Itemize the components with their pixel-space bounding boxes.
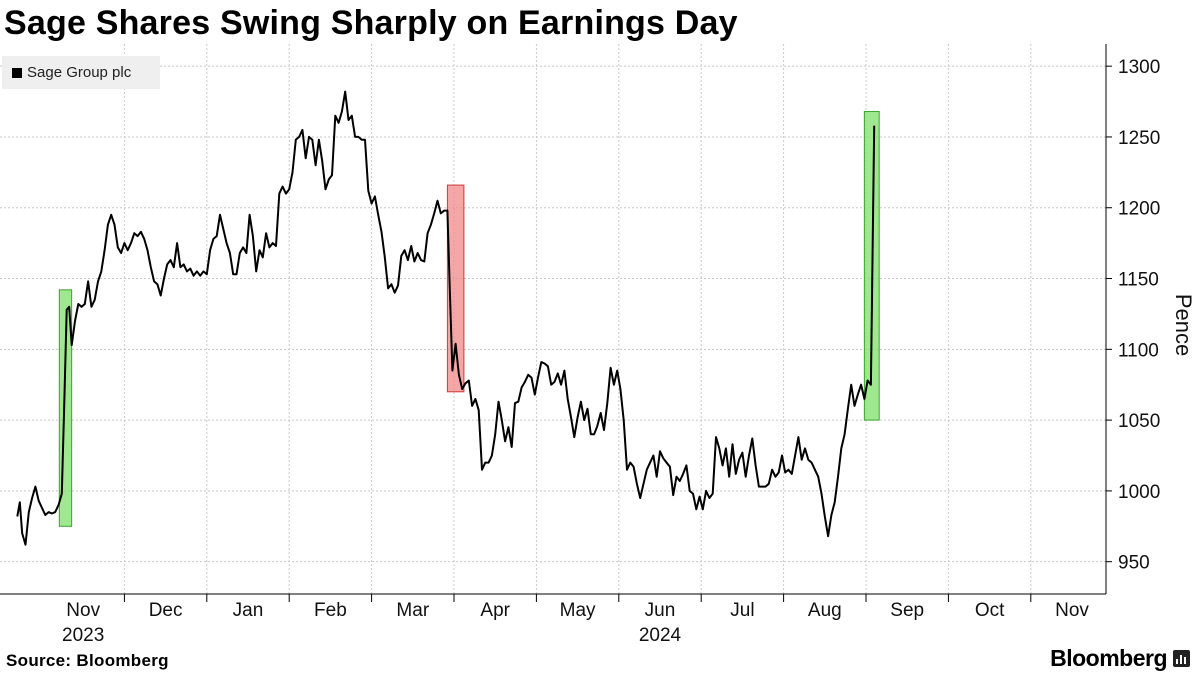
series-line xyxy=(16,90,876,546)
x-tick-label: Feb xyxy=(314,600,347,621)
x-tick-label: Aug xyxy=(808,600,842,621)
price-series xyxy=(16,90,876,546)
earnings-highlights xyxy=(58,110,880,527)
gridlines xyxy=(0,44,1106,594)
y-tick-label: 1100 xyxy=(1118,340,1159,361)
y-tick-label: 1150 xyxy=(1118,270,1159,291)
brand-logo: Bloomberg xyxy=(1050,645,1190,672)
x-year-label: 2024 xyxy=(639,625,682,646)
x-tick-label: Apr xyxy=(480,600,510,621)
legend-swatch xyxy=(12,67,22,78)
chart-title: Sage Shares Swing Sharply on Earnings Da… xyxy=(4,4,738,42)
y-tick-label: 1300 xyxy=(1118,57,1160,78)
bloomberg-terminal-icon xyxy=(1173,650,1190,667)
x-tick-label: Nov xyxy=(66,600,100,621)
x-tick-label: Jan xyxy=(233,600,264,621)
y-tick-label: 1000 xyxy=(1118,482,1160,503)
source-note: Source: Bloomberg xyxy=(6,651,169,670)
y-tick-label: 1050 xyxy=(1118,411,1160,432)
x-year-label: 2023 xyxy=(62,625,104,646)
y-tick-label: 1250 xyxy=(1118,128,1160,149)
x-tick-label: Dec xyxy=(149,600,183,621)
x-tick-label: May xyxy=(560,600,596,621)
y-axis: 950 1000 1050 1100 1150 1200 1250 1300 xyxy=(1105,44,1160,594)
x-tick-label: Oct xyxy=(975,600,1005,621)
y-tick-label: 950 xyxy=(1118,553,1150,574)
x-tick-label: Nov xyxy=(1055,600,1089,621)
legend: Sage Group plc xyxy=(2,56,160,89)
y-axis-title: Pence xyxy=(1171,294,1196,356)
x-tick-label: Sep xyxy=(890,600,924,621)
x-axis: Nov 2023 Dec Jan Feb Mar Apr May Jun 2024 Jul Aug Se… xyxy=(0,593,1106,646)
brand-name: Bloomberg xyxy=(1050,645,1167,671)
y-tick-label: 1200 xyxy=(1118,199,1160,220)
x-tick-label: Mar xyxy=(396,600,429,621)
x-tick-label: Jun xyxy=(645,600,676,621)
x-tick-label: Jul xyxy=(730,600,754,621)
legend-label: Sage Group plc xyxy=(27,64,132,81)
